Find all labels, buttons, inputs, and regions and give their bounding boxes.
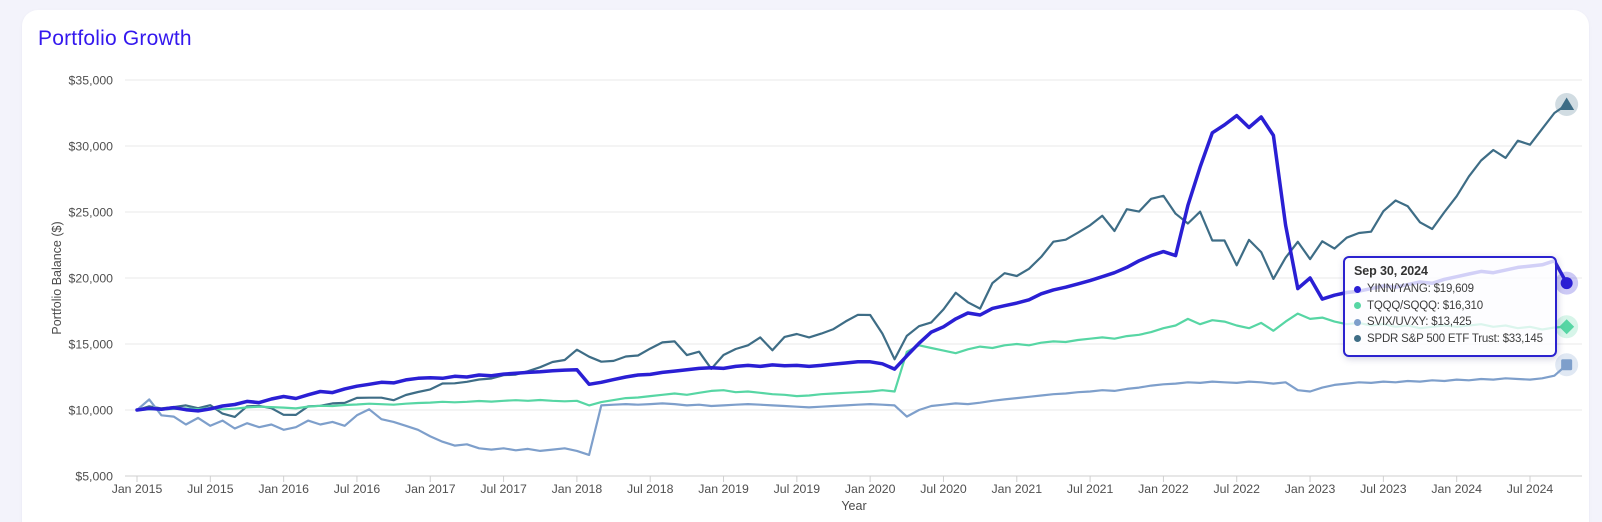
x-tick-label: Jan 2019 [698, 482, 749, 496]
x-tick-label: Jan 2022 [1138, 482, 1189, 496]
tooltip-item: SVIX/UVXY: $13,425 [1354, 314, 1546, 331]
tooltip-item-text: TQQQ/SQQQ: $16,310 [1367, 299, 1483, 312]
x-tick-label: Jan 2021 [991, 482, 1042, 496]
x-tick-label: Jan 2015 [112, 482, 163, 496]
portfolio-growth-card [22, 10, 1589, 522]
series-end-marker [1559, 97, 1575, 110]
x-tick-label: Jan 2016 [258, 482, 309, 496]
series-line [135, 312, 1568, 412]
x-tick-label: Jul 2022 [1213, 482, 1260, 496]
x-axis-title: Year [841, 499, 867, 513]
tooltip-item: TQQQ/SQQQ: $16,310 [1354, 298, 1546, 315]
x-tick-label: Jul 2023 [1360, 482, 1407, 496]
y-axis-title: Portfolio Balance ($) [50, 221, 64, 335]
x-tick-label: Jul 2016 [334, 482, 381, 496]
series-color-dot-icon [1354, 285, 1361, 293]
y-tick-label: $35,000 [69, 74, 114, 88]
tooltip-item: YINN/YANG: $19,609 [1354, 281, 1546, 298]
y-tick-label: $25,000 [69, 206, 114, 220]
y-tick-label: $30,000 [69, 140, 114, 154]
series-end-marker [1561, 359, 1573, 371]
x-tick-label: Jul 2015 [187, 482, 234, 496]
x-tick-label: Jan 2018 [552, 482, 603, 496]
series-line [135, 103, 1568, 418]
x-tick-label: Jan 2017 [405, 482, 456, 496]
x-tick-label: Jul 2024 [1507, 482, 1554, 496]
x-tick-label: Jan 2020 [845, 482, 896, 496]
tooltip-date: Sep 30, 2024 [1354, 264, 1428, 278]
series-color-dot-icon [1354, 318, 1361, 326]
x-tick-label: Jul 2019 [774, 482, 821, 496]
tooltip-item-text: YINN/YANG: $19,609 [1367, 283, 1474, 295]
series-color-dot-icon [1354, 302, 1361, 310]
series-line [135, 363, 1568, 456]
tooltip-items: YINN/YANG: $19,609 TQQQ/SQQQ: $16,310 SVIX… [1354, 281, 1546, 347]
tooltip-item: SPDR S&P 500 ETF Trust: $33,145 [1354, 331, 1546, 348]
series-end-marker [1559, 319, 1575, 335]
chart-tooltip: Sep 30, 2024 YINN/YANG: $19,609 TQQQ/SQQQ… [1343, 256, 1557, 357]
x-tick-label: Jul 2020 [920, 482, 967, 496]
x-tick-label: Jul 2018 [627, 482, 674, 496]
tooltip-item-text: SPDR S&P 500 ETF Trust: $33,145 [1367, 332, 1543, 345]
x-tick-label: Jul 2017 [480, 482, 527, 496]
x-tick-label: Jul 2021 [1067, 482, 1114, 496]
series-end-marker [1560, 277, 1573, 290]
y-tick-label: $15,000 [69, 338, 114, 352]
series-line [135, 113, 1569, 413]
page-title: Portfolio Growth [38, 27, 192, 50]
y-tick-label: $20,000 [69, 272, 114, 286]
y-tick-label: $10,000 [69, 404, 114, 418]
tooltip-item-text: SVIX/UVXY: $13,425 [1367, 316, 1472, 328]
y-tick-label: $5,000 [75, 470, 113, 484]
x-tick-label: Jan 2024 [1431, 482, 1482, 496]
series-color-dot-icon [1354, 335, 1361, 343]
x-tick-label: Jan 2023 [1285, 482, 1336, 496]
